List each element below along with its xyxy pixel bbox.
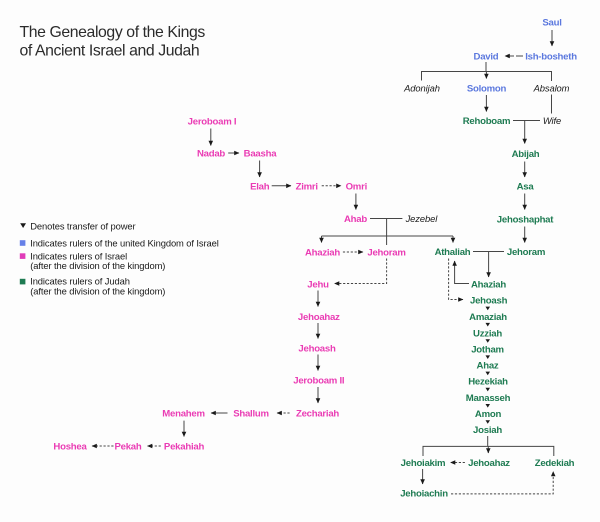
svg-text:Indicates rulers of Israel: Indicates rulers of Israel	[30, 250, 127, 261]
svg-text:Pekah: Pekah	[114, 442, 141, 453]
svg-text:Uzziah: Uzziah	[473, 328, 502, 339]
svg-text:Jehoiakim: Jehoiakim	[401, 458, 446, 469]
svg-text:Saul: Saul	[542, 18, 561, 29]
svg-text:Jehoshaphat: Jehoshaphat	[497, 215, 554, 226]
svg-text:Jeroboam II: Jeroboam II	[293, 376, 345, 387]
svg-text:David: David	[474, 52, 499, 63]
svg-text:Indicates rulers of the united: Indicates rulers of the united Kingdom o…	[30, 238, 219, 249]
svg-text:Nadab: Nadab	[197, 149, 225, 160]
svg-text:Ahaz: Ahaz	[477, 361, 499, 372]
svg-text:Shallum: Shallum	[233, 409, 269, 420]
svg-text:Jehoram: Jehoram	[367, 248, 405, 259]
svg-text:Jehoahaz: Jehoahaz	[298, 312, 340, 323]
svg-text:Omri: Omri	[346, 181, 367, 192]
svg-text:Zechariah: Zechariah	[296, 409, 339, 420]
svg-text:Manasseh: Manasseh	[466, 393, 511, 404]
svg-text:Amaziah: Amaziah	[469, 312, 507, 323]
svg-text:Pekahiah: Pekahiah	[164, 442, 205, 453]
svg-text:Jehoahaz: Jehoahaz	[468, 458, 510, 469]
svg-text:of Ancient Israel and Judah: of Ancient Israel and Judah	[20, 42, 200, 59]
svg-text:Ahaziah: Ahaziah	[471, 280, 506, 291]
svg-text:Hoshea: Hoshea	[53, 442, 87, 453]
svg-text:The Genealogy of the Kings: The Genealogy of the Kings	[20, 24, 206, 41]
svg-text:Asa: Asa	[517, 182, 535, 193]
svg-text:Ahab: Ahab	[344, 214, 367, 225]
svg-text:Jotham: Jotham	[471, 345, 504, 356]
svg-text:Jehoiachin: Jehoiachin	[400, 489, 448, 500]
svg-text:Jehoram: Jehoram	[507, 247, 545, 258]
svg-text:Jehoash: Jehoash	[470, 296, 508, 307]
svg-text:Absalom: Absalom	[533, 83, 570, 94]
svg-text:Elah: Elah	[250, 181, 270, 192]
svg-text:Abijah: Abijah	[512, 149, 540, 160]
svg-text:Menahem: Menahem	[162, 409, 205, 420]
svg-text:Josiah: Josiah	[473, 425, 502, 436]
svg-text:Jeroboam I: Jeroboam I	[188, 117, 237, 128]
svg-text:Rehoboam: Rehoboam	[463, 116, 511, 127]
svg-text:Jehoash: Jehoash	[298, 344, 336, 355]
svg-text:Jehu: Jehu	[307, 280, 329, 291]
svg-text:Amon: Amon	[475, 409, 502, 420]
svg-text:(after the division of the kin: (after the division of the kingdom)	[30, 285, 165, 296]
svg-text:Baasha: Baasha	[244, 149, 278, 160]
svg-text:Indicates rulers of Judah: Indicates rulers of Judah	[30, 276, 130, 287]
svg-text:Ish-bosheth: Ish-bosheth	[525, 52, 577, 63]
svg-text:Zedekiah: Zedekiah	[535, 458, 575, 469]
svg-text:Ahaziah: Ahaziah	[305, 248, 340, 259]
svg-text:Jezebel: Jezebel	[405, 213, 439, 224]
svg-text:Zimri: Zimri	[296, 181, 318, 192]
svg-text:Wife: Wife	[543, 115, 561, 126]
svg-text:Adonijah: Adonijah	[403, 83, 440, 94]
svg-text:(after the division of the kin: (after the division of the kingdom)	[30, 260, 165, 271]
svg-text:Solomon: Solomon	[467, 84, 507, 95]
svg-text:Hezekiah: Hezekiah	[468, 377, 508, 388]
svg-text:Denotes transfer of power: Denotes transfer of power	[30, 220, 135, 231]
svg-text:Athaliah: Athaliah	[435, 247, 471, 258]
